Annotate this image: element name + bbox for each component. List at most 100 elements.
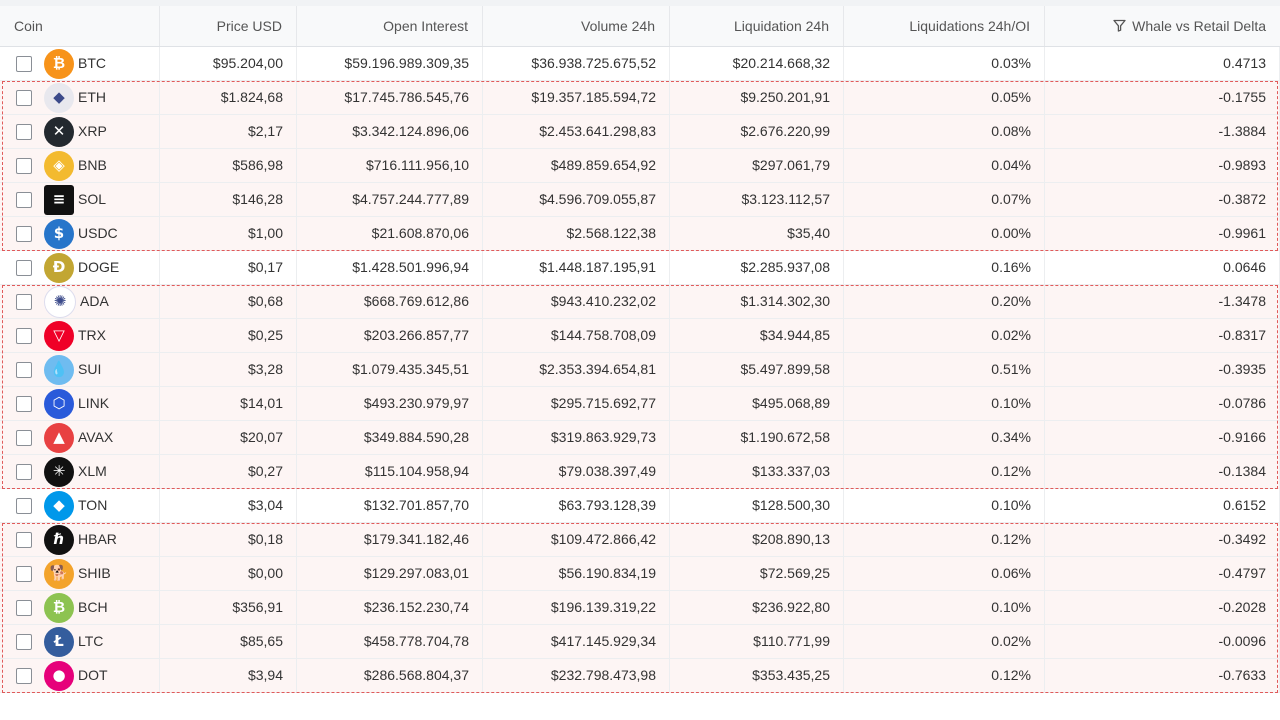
table-row[interactable]: ▽ TRX $0,25 $203.266.857,77 $144.758.708,09 $… [0,319,1280,353]
shiba-icon: 🐕 [44,558,74,589]
row-checkbox[interactable] [16,293,32,310]
bitcoin-icon: ₿ [44,48,74,79]
row-checkbox[interactable] [16,429,32,446]
liquidation-cell: $495.068,89 [670,387,844,420]
volume-cell: $417.145.929,34 [483,625,670,658]
row-checkbox[interactable] [16,225,32,242]
row-checkbox[interactable] [16,259,32,276]
whale-delta-cell: -0.9961 [1045,217,1280,250]
liquidations-oi-cell: 0.34% [844,421,1045,454]
open-interest-cell: $203.266.857,77 [297,319,483,352]
table-row[interactable]: ● DOT $3,94 $286.568.804,37 $232.798.473,98 $… [0,659,1280,693]
column-header-open-interest[interactable]: Open Interest [297,6,483,46]
row-checkbox[interactable] [16,599,32,616]
column-header-price[interactable]: Price USD [160,6,297,46]
row-checkbox[interactable] [16,123,32,140]
price-cell: $3,28 [160,353,297,386]
row-checkbox[interactable] [16,395,32,412]
row-checkbox[interactable] [16,191,32,208]
open-interest-cell: $21.608.870,06 [297,217,483,250]
coin-symbol: DOT [78,667,108,683]
coin-cell: ● DOT [0,659,160,692]
column-header-coin[interactable]: Coin [0,6,160,46]
coin-symbol: TRX [78,327,106,343]
table-row[interactable]: ◆ ETH $1.824,68 $17.745.786.545,76 $19.357.1… [0,81,1280,115]
table-row[interactable]: ◈ BNB $586,98 $716.111.956,10 $489.859.654,9… [0,149,1280,183]
table-row[interactable]: ℏ HBAR $0,18 $179.341.182,46 $109.472.866,42… [0,523,1280,557]
whale-delta-cell: -0.0786 [1045,387,1280,420]
coin-cell: ₿ BCH [0,591,160,624]
row-checkbox[interactable] [16,157,32,174]
ethereum-icon: ◆ [44,82,74,113]
table-row[interactable]: Ł LTC $85,65 $458.778.704,78 $417.145.929,34… [0,625,1280,659]
coin-symbol: XLM [78,463,107,479]
table-row[interactable]: 💧 SUI $3,28 $1.079.435.345,51 $2.353.394.654… [0,353,1280,387]
volume-cell: $2.453.641.298,83 [483,115,670,148]
row-checkbox[interactable] [16,55,32,72]
row-checkbox[interactable] [16,667,32,684]
column-header-whale-delta[interactable]: Whale vs Retail Delta [1045,6,1280,46]
row-checkbox[interactable] [16,327,32,344]
row-checkbox[interactable] [16,361,32,378]
liquidation-cell: $133.337,03 [670,455,844,488]
open-interest-cell: $493.230.979,97 [297,387,483,420]
open-interest-cell: $668.769.612,86 [297,285,483,318]
table-row[interactable]: ≡ SOL $146,28 $4.757.244.777,89 $4.596.709.0… [0,183,1280,217]
price-cell: $356,91 [160,591,297,624]
open-interest-cell: $179.341.182,46 [297,523,483,556]
row-checkbox[interactable] [16,531,32,548]
table-row[interactable]: ₿ BTC $95.204,00 $59.196.989.309,35 $36.938.… [0,47,1280,81]
volume-cell: $1.448.187.195,91 [483,251,670,284]
table-row[interactable]: ⬡ LINK $14,01 $493.230.979,97 $295.715.692,7… [0,387,1280,421]
column-header-liquidations-oi[interactable]: Liquidations 24h/OI [844,6,1045,46]
price-cell: $0,00 [160,557,297,590]
table-row[interactable]: ▲ AVAX $20,07 $349.884.590,28 $319.863.929,7… [0,421,1280,455]
column-header-liquidation[interactable]: Liquidation 24h [670,6,844,46]
open-interest-cell: $1.079.435.345,51 [297,353,483,386]
coin-symbol: ADA [80,293,109,309]
row-checkbox[interactable] [16,565,32,582]
table-row[interactable]: 🐕 SHIB $0,00 $129.297.083,01 $56.190.834,19 $… [0,557,1280,591]
liquidation-cell: $353.435,25 [670,659,844,692]
stellar-icon: ✳ [44,456,74,487]
row-checkbox[interactable] [16,497,32,514]
price-cell: $3,94 [160,659,297,692]
table-row[interactable]: ✺ ADA $0,68 $668.769.612,86 $943.410.232,02 $… [0,285,1280,319]
avalanche-icon: ▲ [44,422,74,453]
whale-delta-cell: 0.6152 [1045,489,1280,522]
whale-delta-cell: -1.3478 [1045,285,1280,318]
table-row[interactable]: Ð DOGE $0,17 $1.428.501.996,94 $1.448.187.19… [0,251,1280,285]
table-row[interactable]: ◆ TON $3,04 $132.701.857,70 $63.793.128,39 $1… [0,489,1280,523]
liquidations-oi-cell: 0.02% [844,625,1045,658]
volume-cell: $319.863.929,73 [483,421,670,454]
chainlink-icon: ⬡ [44,388,74,419]
liquidations-oi-cell: 0.03% [844,47,1045,80]
whale-delta-cell: -0.1755 [1045,81,1280,114]
table-row[interactable]: ✕ XRP $2,17 $3.342.124.896,06 $2.453.641.298… [0,115,1280,149]
xrp-icon: ✕ [44,116,74,147]
liquidations-oi-cell: 0.00% [844,217,1045,250]
table-row[interactable]: ₿ BCH $356,91 $236.152.230,74 $196.139.319,2… [0,591,1280,625]
table-row[interactable]: ✳ XLM $0,27 $115.104.958,94 $79.038.397,49 $1… [0,455,1280,489]
coin-cell: ⬡ LINK [0,387,160,420]
row-checkbox[interactable] [16,633,32,650]
volume-cell: $2.353.394.654,81 [483,353,670,386]
filter-icon[interactable] [1113,7,1126,46]
column-header-volume[interactable]: Volume 24h [483,6,670,46]
usdc-icon: $ [44,218,74,249]
liquidation-cell: $5.497.899,58 [670,353,844,386]
coin-cell: ▽ TRX [0,319,160,352]
liquidations-oi-cell: 0.12% [844,523,1045,556]
volume-cell: $196.139.319,22 [483,591,670,624]
liquidations-oi-cell: 0.04% [844,149,1045,182]
liquidation-cell: $35,40 [670,217,844,250]
row-checkbox[interactable] [16,89,32,106]
open-interest-cell: $286.568.804,37 [297,659,483,692]
liquidations-oi-cell: 0.06% [844,557,1045,590]
liquidations-oi-cell: 0.51% [844,353,1045,386]
price-cell: $0,68 [160,285,297,318]
coin-symbol: USDC [78,225,118,241]
row-checkbox[interactable] [16,463,32,480]
table-row[interactable]: $ USDC $1,00 $21.608.870,06 $2.568.122,38 $35… [0,217,1280,251]
liquidation-cell: $1.314.302,30 [670,285,844,318]
